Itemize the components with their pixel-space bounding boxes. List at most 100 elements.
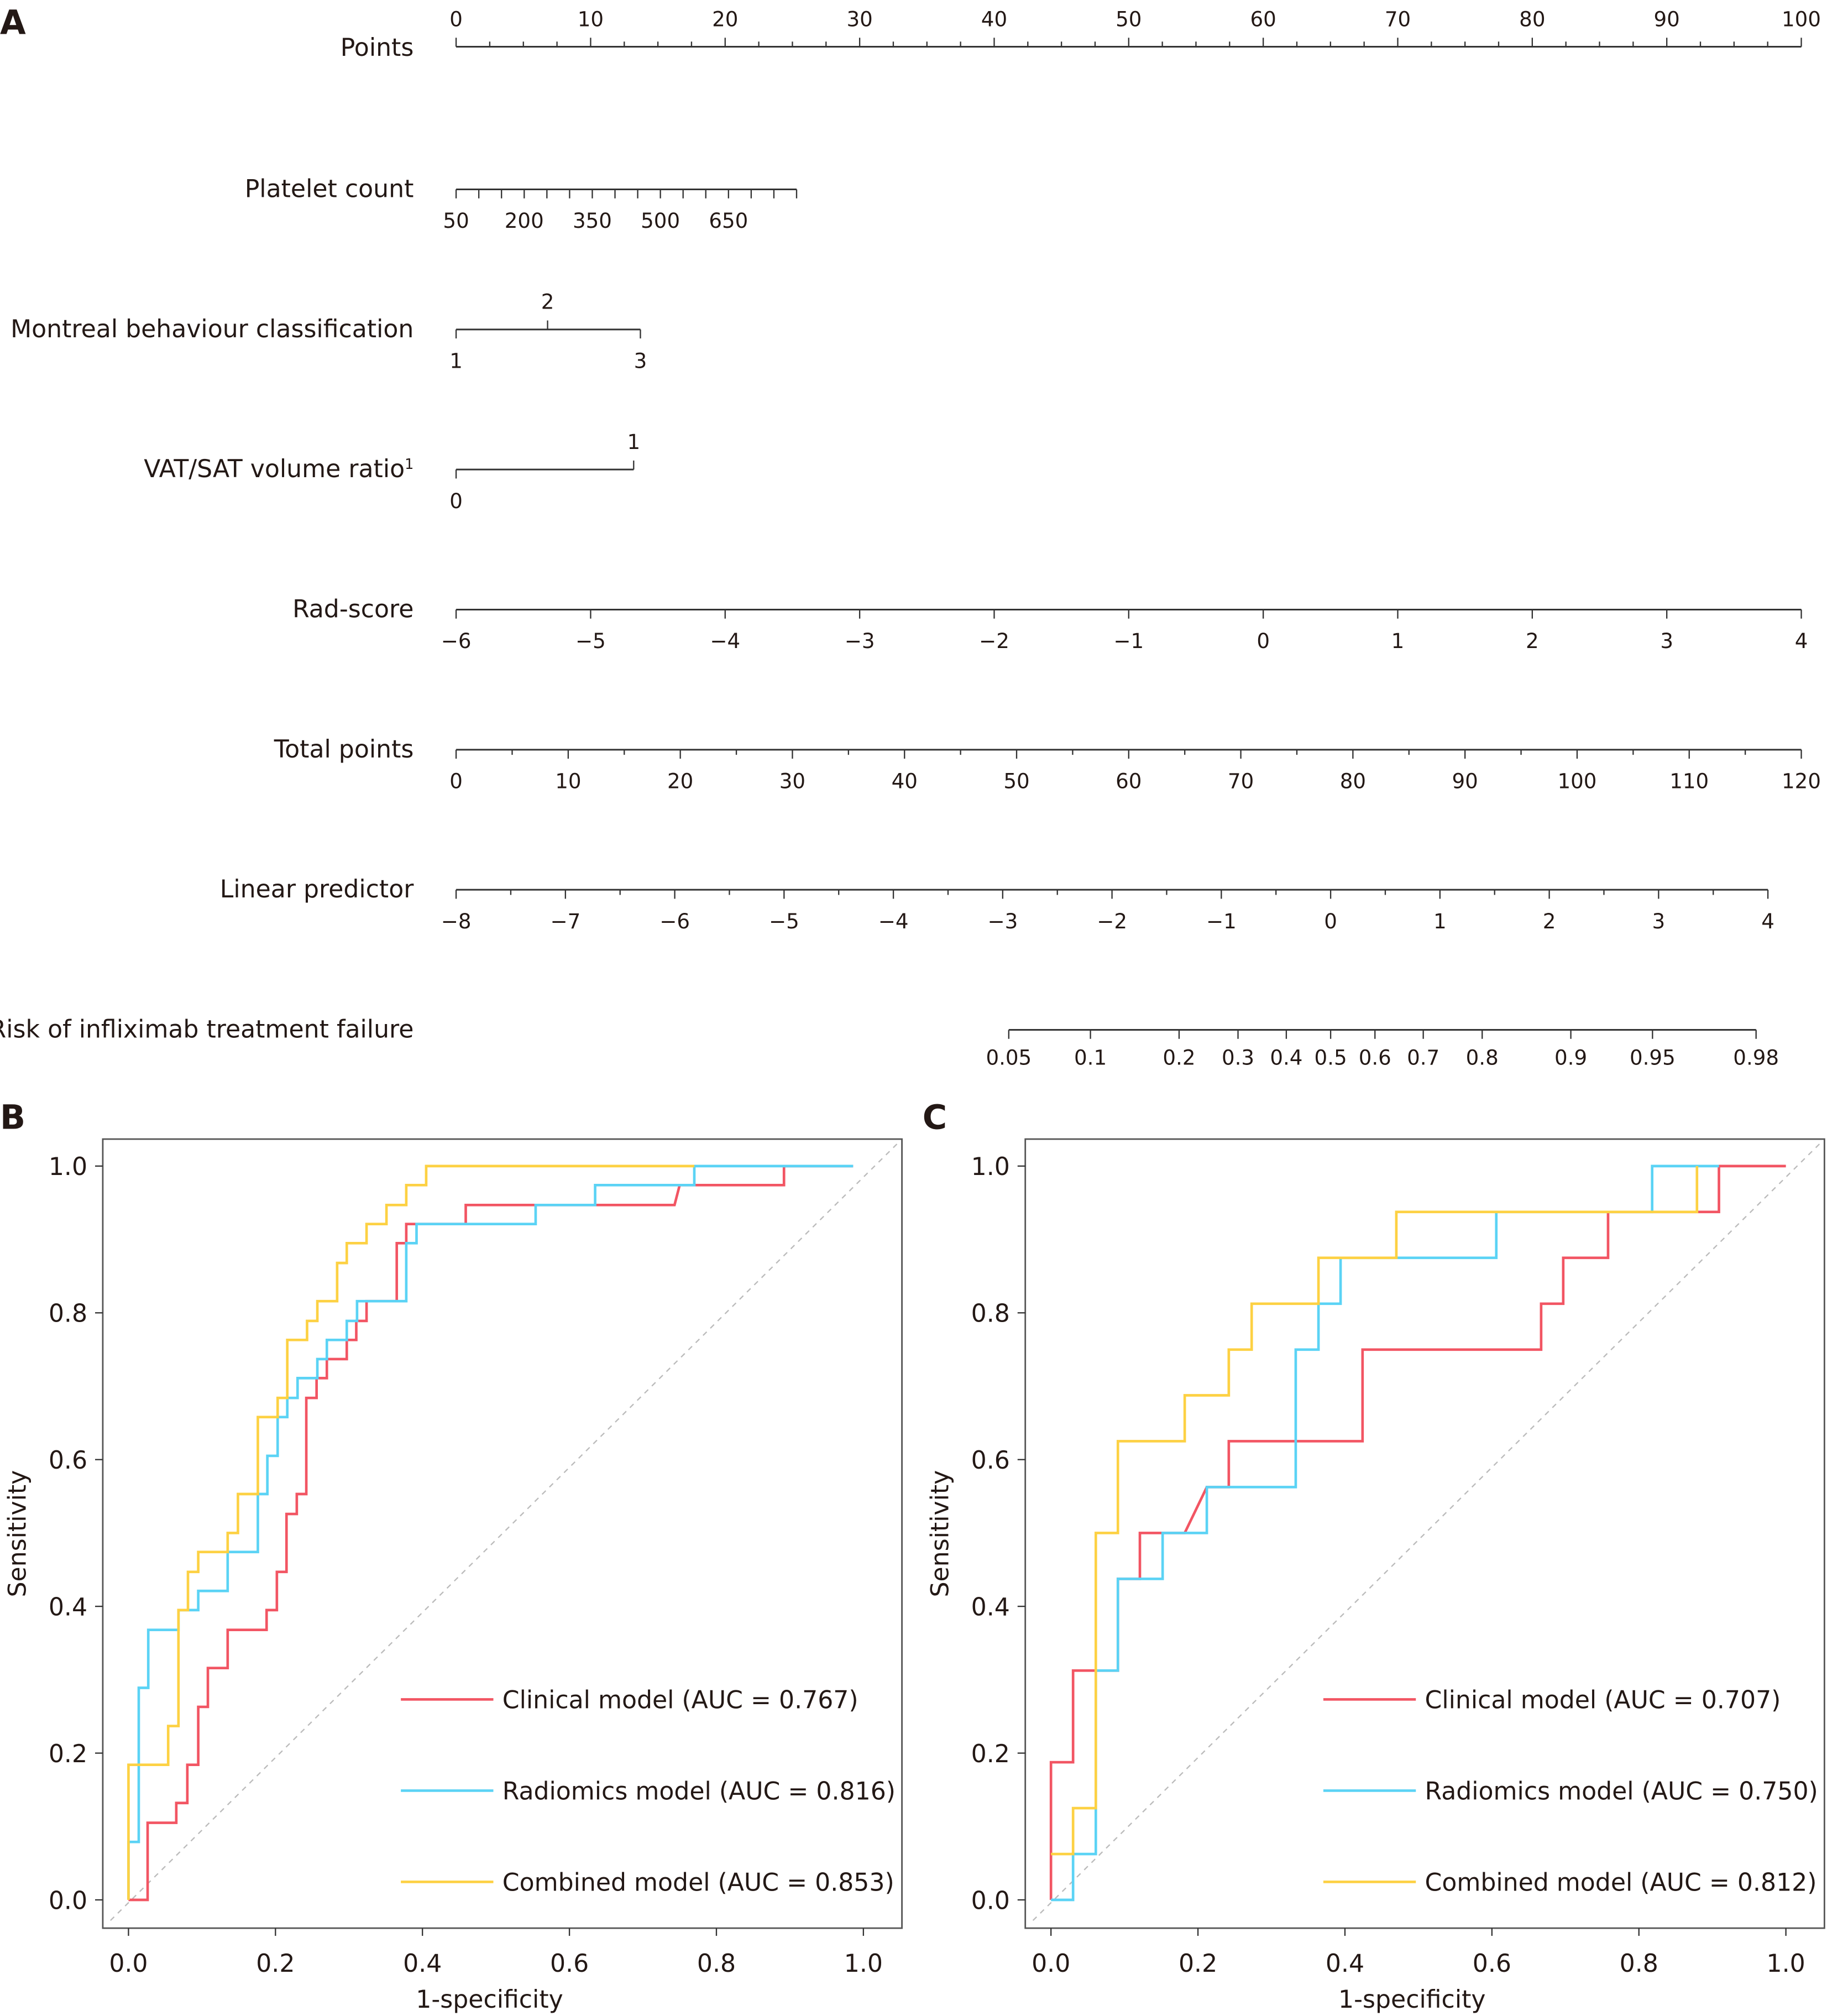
plot-frame: [1024, 1138, 1825, 1929]
row-label: Rad-score: [292, 595, 413, 623]
row-label: Points: [341, 34, 414, 62]
roc-curve-combined: [1051, 1166, 1699, 1856]
x-tick-label: 0.2: [1179, 1950, 1217, 1978]
platelet-tick-label: 350: [573, 208, 612, 233]
points-tick-label: 90: [1654, 7, 1680, 31]
axis-tick-label: 70: [1228, 769, 1254, 793]
panel-label-b: B: [0, 1098, 25, 1137]
panel-label-c: C: [923, 1098, 947, 1137]
row-label: Montreal behaviour classification: [11, 315, 413, 343]
y-tick-label: 0.4: [49, 1593, 87, 1621]
platelet-tick-label: 650: [709, 208, 748, 233]
risk-tick-label: 0.7: [1407, 1045, 1439, 1069]
axis-tick-label: 100: [1557, 769, 1596, 793]
axis-tick-label: −6: [441, 629, 472, 653]
risk-tick-label: 0.3: [1222, 1045, 1254, 1069]
axis-tick-label: 3: [1652, 909, 1666, 933]
x-tick-label: 0.4: [1326, 1950, 1364, 1978]
nomogram: Points Platelet count Montreal behaviour c…: [0, 7, 1821, 1069]
axis-tick-label: 0: [1257, 629, 1270, 653]
roc-plot-b: 0.0 0.2 0.4 0.6 0.8 1.0 0.0 0.2 0.4 0.6 0.8 1.0 1-sp…: [3, 1138, 903, 2014]
risk-tick-label: 0.5: [1315, 1045, 1347, 1069]
axis-tick-label: 20: [667, 769, 693, 793]
panel-label-a: A: [0, 3, 26, 42]
legend-label: Combined model (AUC = 0.853): [502, 1869, 894, 1897]
x-axis-label: 1-specificity: [416, 1986, 563, 2014]
roc-curve-clinical: [128, 1164, 854, 1902]
x-tick-label: 0.8: [1620, 1950, 1658, 1978]
axis-tick-label: 10: [555, 769, 581, 793]
points-tick-label: 100: [1782, 7, 1821, 31]
category-tick-label: 3: [634, 349, 647, 373]
risk-tick-label: 0.4: [1270, 1045, 1302, 1069]
axis-tick-label: −3: [987, 909, 1018, 933]
axis-tick-label: 60: [1116, 769, 1142, 793]
points-tick-label: 60: [1250, 7, 1276, 31]
y-tick-label: 0.2: [971, 1740, 1010, 1768]
axis-tick-label: 1: [1433, 909, 1447, 933]
x-tick-label: 0.6: [550, 1950, 589, 1978]
legend-label: Clinical model (AUC = 0.707): [1425, 1686, 1781, 1715]
y-tick-label: 0.6: [971, 1446, 1010, 1475]
y-axis-label: Sensitivity: [3, 1470, 32, 1597]
axis-tick-label: 90: [1452, 769, 1478, 793]
platelet-tick-label: 50: [443, 208, 469, 233]
points-tick-label: 20: [712, 7, 738, 31]
points-tick-label: 40: [981, 7, 1007, 31]
y-tick-label: 1.0: [49, 1153, 87, 1181]
risk-tick-label: 0.05: [986, 1045, 1032, 1069]
risk-tick-label: 0.98: [1733, 1045, 1779, 1069]
axis-tick-label: 4: [1761, 909, 1774, 933]
axis-tick-label: 0: [449, 769, 463, 793]
axis-tick-label: 4: [1795, 629, 1808, 653]
category-tick-label: 2: [541, 290, 554, 314]
axis-tick-label: −3: [845, 629, 875, 653]
x-tick-label: 1.0: [844, 1950, 883, 1978]
risk-tick-label: 0.8: [1466, 1045, 1499, 1069]
y-tick-label: 0.4: [971, 1593, 1010, 1621]
x-tick-label: 0.6: [1473, 1950, 1511, 1978]
x-tick-label: 1.0: [1767, 1950, 1805, 1978]
axis-tick-label: −2: [1097, 909, 1127, 933]
plot-frame: [102, 1138, 903, 1929]
category-tick-label: 0: [449, 489, 463, 513]
row-label: Total points: [274, 735, 414, 764]
legend-label: Radiomics model (AUC = 0.750): [1425, 1778, 1818, 1806]
axis-tick-label: −8: [441, 909, 472, 933]
y-tick-label: 0.8: [49, 1300, 87, 1328]
axis-tick-label: −1: [1206, 909, 1237, 933]
risk-tick-label: 0.6: [1359, 1045, 1391, 1069]
risk-tick-label: 0.95: [1630, 1045, 1676, 1069]
y-tick-label: 0.0: [49, 1887, 87, 1915]
risk-tick-label: 0.2: [1163, 1045, 1195, 1069]
risk-tick-label: 0.1: [1074, 1045, 1107, 1069]
axis-tick-label: 40: [892, 769, 918, 793]
y-tick-label: 0.0: [971, 1887, 1010, 1915]
axis-tick-label: 80: [1340, 769, 1366, 793]
axis-tick-label: −2: [979, 629, 1009, 653]
x-tick-label: 0.0: [1032, 1950, 1070, 1978]
points-tick-label: 10: [578, 7, 604, 31]
axis-tick-label: 2: [1526, 629, 1539, 653]
points-tick-label: 0: [449, 7, 463, 31]
axis-tick-label: −6: [659, 909, 690, 933]
axis-tick-label: −4: [710, 629, 740, 653]
axis-tick-label: 1: [1391, 629, 1405, 653]
legend-label: Clinical model (AUC = 0.767): [502, 1686, 858, 1715]
risk-tick-label: 0.9: [1554, 1045, 1587, 1069]
axis-tick-label: 50: [1003, 769, 1029, 793]
row-label: Platelet count: [245, 175, 414, 203]
category-tick-label: 1: [627, 430, 640, 454]
y-axis-label: Sensitivity: [926, 1470, 954, 1597]
x-tick-label: 0.8: [697, 1950, 736, 1978]
axis-tick-label: 3: [1660, 629, 1673, 653]
points-tick-label: 70: [1385, 7, 1411, 31]
row-label: Linear predictor: [220, 875, 414, 903]
row-label: Risk of infliximab treatment failure: [0, 1015, 413, 1043]
platelet-tick-label: 500: [641, 208, 680, 233]
y-tick-label: 1.0: [971, 1153, 1010, 1181]
category-tick-label: 1: [449, 349, 463, 373]
axis-tick-label: 120: [1782, 769, 1821, 793]
axis-tick-label: −5: [575, 629, 606, 653]
